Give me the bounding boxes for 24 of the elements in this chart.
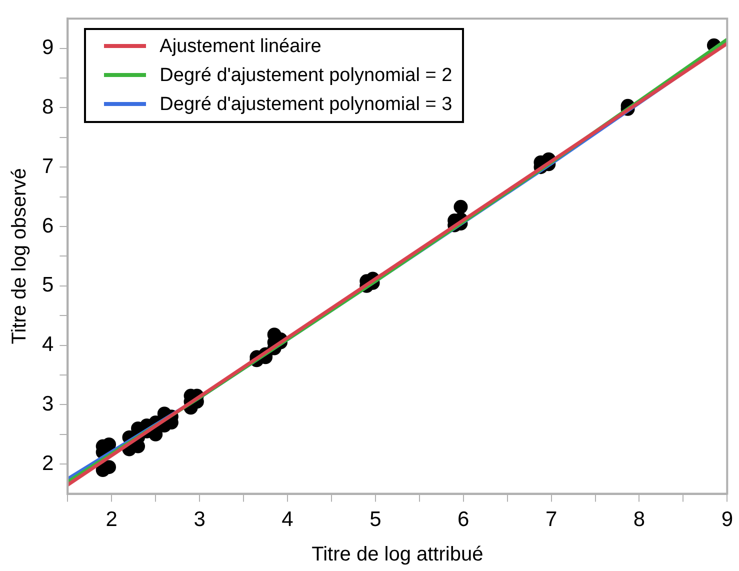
x-tick-label: 9 xyxy=(721,508,734,532)
point xyxy=(102,438,116,452)
x-tick-label: 7 xyxy=(545,508,558,532)
legend-label: Degré d'ajustement polynomial = 2 xyxy=(160,64,452,88)
y-tick-label: 7 xyxy=(42,154,54,178)
y-tick-label: 3 xyxy=(42,392,54,416)
y-tick-label: 5 xyxy=(42,274,54,297)
y-tick-label: 2 xyxy=(42,452,54,475)
x-tick-label: 4 xyxy=(282,508,294,532)
x-tick-label: 8 xyxy=(633,508,646,532)
x-axis-title: Titre de log attribué xyxy=(312,544,484,566)
x-tick-label: 2 xyxy=(106,508,118,532)
y-tick-label: 8 xyxy=(42,95,54,118)
x-tick-label: 5 xyxy=(370,508,382,532)
point xyxy=(102,460,116,474)
legend-label: Ajustement linéaire xyxy=(160,34,322,59)
legend-label: Degré d'ajustement polynomial = 3 xyxy=(160,92,452,117)
y-axis-title: Titre de log observé xyxy=(8,168,31,344)
x-tick-label: 6 xyxy=(458,508,470,532)
y-tick-label: 4 xyxy=(42,333,54,356)
y-tick-label: 9 xyxy=(42,36,54,60)
y-tick-label: 6 xyxy=(42,214,54,238)
x-tick-label: 3 xyxy=(194,508,206,532)
point xyxy=(454,200,468,214)
